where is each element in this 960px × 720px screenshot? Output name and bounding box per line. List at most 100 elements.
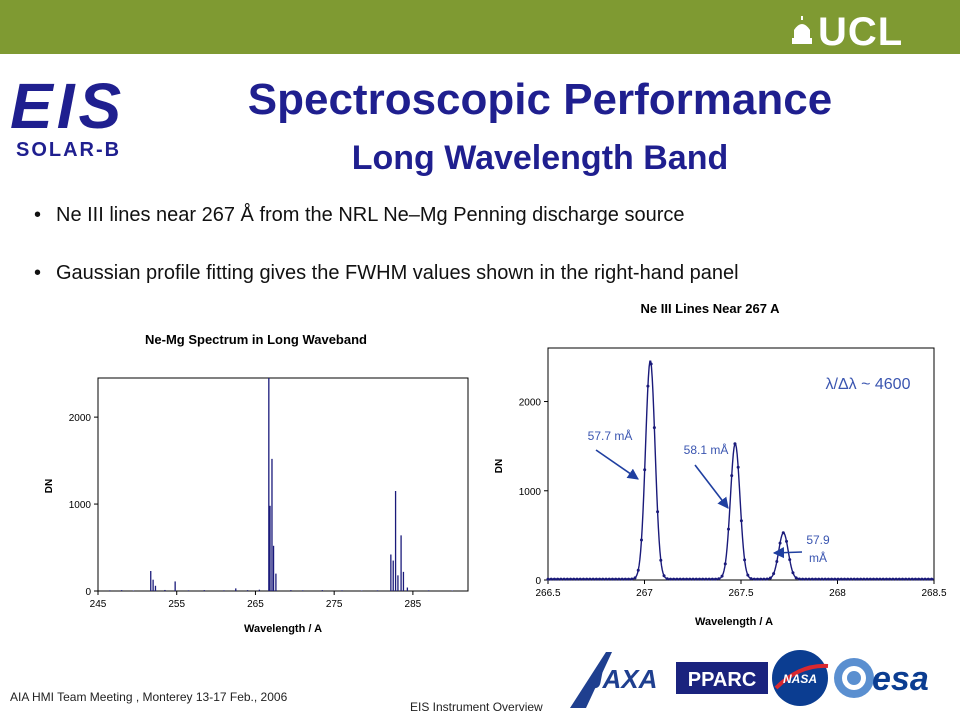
bullet-dot: • (34, 262, 42, 284)
data-point (913, 577, 917, 581)
y-tick-label: 0 (85, 587, 91, 598)
data-point (794, 576, 798, 580)
data-point (733, 442, 737, 446)
data-point (901, 577, 905, 581)
x-tick-label: 275 (326, 599, 343, 610)
data-point (810, 577, 814, 581)
plot-area: 245 255 265 275 285 0 1000 2000 (69, 377, 469, 610)
x-tick-label: 267 (636, 588, 653, 599)
data-point (817, 577, 821, 581)
data-point (775, 560, 779, 564)
fwhm-annotation-unit: mÅ (809, 550, 827, 565)
x-tick-label: 268.5 (921, 588, 946, 599)
data-point (681, 577, 685, 581)
plot-frame (97, 377, 469, 592)
data-point (562, 577, 566, 581)
data-point (627, 577, 631, 581)
data-point (668, 577, 672, 581)
data-point (926, 577, 930, 581)
eis-logo-text: EIS (10, 70, 125, 142)
data-point (691, 577, 695, 581)
data-point (746, 573, 750, 577)
data-point (704, 577, 708, 581)
pparc-logo-text: PPARC (688, 669, 757, 691)
data-point (881, 577, 885, 581)
y-tick-label: 0 (535, 576, 541, 587)
y-axis-label: DN (44, 479, 55, 493)
data-point (791, 571, 795, 575)
data-point (607, 577, 611, 581)
bullet-item: • Ne III lines near 267 Å from the NRL Ne… (34, 202, 934, 228)
data-point (649, 362, 653, 366)
esa-logo: esa (834, 658, 929, 698)
data-point (556, 577, 560, 581)
data-point (865, 577, 869, 581)
data-point (604, 577, 608, 581)
data-point (598, 577, 602, 581)
x-tick-label: 255 (168, 599, 185, 610)
data-point (930, 577, 934, 581)
y-tick-label: 1000 (69, 500, 92, 511)
data-point (859, 577, 863, 581)
data-point (578, 577, 582, 581)
data-point (781, 531, 785, 535)
data-point (917, 577, 921, 581)
ne-iii-lines-chart: Ne III Lines Near 267 A DN Wavelength / … (494, 301, 947, 628)
data-point (581, 577, 585, 581)
data-point (685, 577, 689, 581)
data-point (843, 577, 847, 581)
data-point (804, 577, 808, 581)
data-point (639, 538, 643, 542)
ucl-logo-text: UCL (818, 10, 904, 54)
x-tick-label: 285 (405, 599, 422, 610)
x-tick-label: 266.5 (535, 588, 560, 599)
data-point (846, 577, 850, 581)
data-point (678, 577, 682, 581)
data-point (907, 577, 911, 581)
bullet-text: Ne III lines near 267 Å from the NRL Ne–… (56, 204, 685, 226)
data-point (836, 577, 840, 581)
bullet-dot: • (34, 204, 42, 226)
y-tick-label: 2000 (519, 398, 542, 409)
data-point (549, 577, 553, 581)
data-point (614, 577, 618, 581)
data-point (759, 577, 763, 581)
data-point (878, 577, 882, 581)
data-point (591, 577, 595, 581)
eis-solar-b-logo: EIS SOLAR-B (10, 70, 125, 161)
data-point (546, 577, 550, 581)
data-point (862, 577, 866, 581)
data-point (823, 577, 827, 581)
data-point (736, 465, 740, 469)
pparc-logo: PPARC (676, 662, 768, 694)
data-point (672, 577, 676, 581)
x-axis-label: Wavelength / A (244, 623, 322, 635)
page-subtitle: Long Wavelength Band (351, 139, 729, 177)
fwhm-annotation: 57.9 (806, 533, 830, 547)
esa-logo-text: esa (872, 660, 929, 698)
data-point (739, 519, 743, 523)
y-tick-label: 1000 (519, 487, 542, 498)
bullet-text: Gaussian profile fitting gives the FWHM … (56, 262, 739, 284)
x-tick-label: 267.5 (728, 588, 753, 599)
data-point (710, 577, 714, 581)
data-point (904, 577, 908, 581)
data-point (633, 576, 637, 580)
data-point (636, 568, 640, 572)
data-point (797, 577, 801, 581)
x-tick-label: 265 (247, 599, 264, 610)
annotation-arrow (694, 464, 729, 509)
data-point (884, 577, 888, 581)
data-point (891, 577, 895, 581)
data-point (788, 558, 792, 562)
fwhm-annotation: 58.1 mÅ (684, 442, 729, 457)
chart-title: Ne III Lines Near 267 A (641, 301, 781, 316)
data-point (559, 577, 563, 581)
ucl-dome-icon (792, 16, 812, 44)
x-axis-label: Wavelength / A (695, 616, 773, 628)
x-tick-label: 268 (829, 588, 846, 599)
data-point (723, 562, 727, 566)
data-point (707, 577, 711, 581)
annotation-arrow (772, 547, 803, 559)
data-point (778, 541, 782, 545)
